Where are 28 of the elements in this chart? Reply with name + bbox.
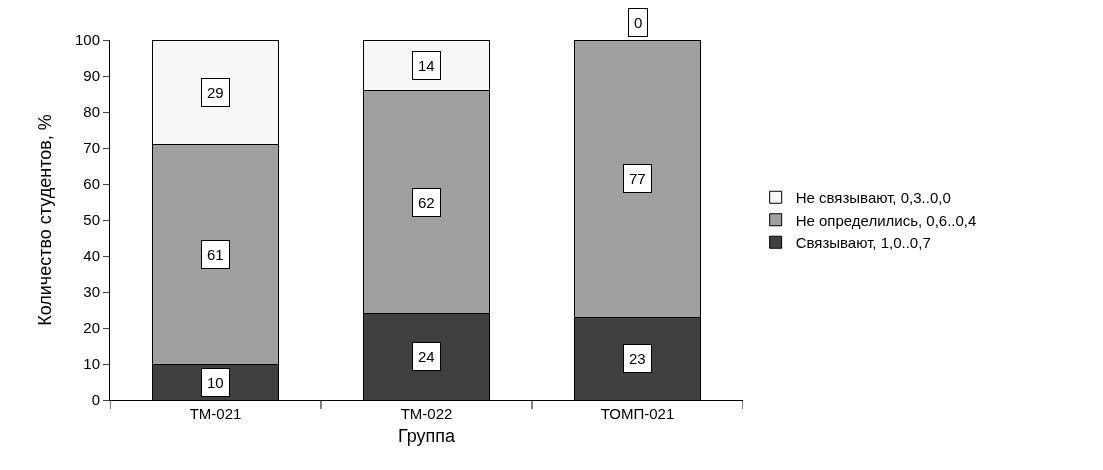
legend-label: Связывают, 1,0..0,7	[795, 234, 931, 252]
data-label: 0	[634, 14, 643, 31]
data-label: 23	[629, 350, 646, 367]
y-tick-label: 100	[74, 31, 100, 49]
x-tick-label: ТМ-021	[189, 405, 242, 422]
data-label: 24	[418, 348, 435, 365]
y-tick-label: 0	[91, 391, 100, 409]
data-label: 14	[418, 57, 435, 74]
y-axis-title: Количество студентов, %	[35, 114, 56, 326]
y-tick-label: 60	[83, 175, 100, 193]
y-tick-label: 50	[83, 211, 100, 229]
data-label: 29	[207, 84, 224, 101]
legend-label: Не определились, 0,6..0,4	[795, 211, 977, 229]
y-tick-label: 20	[83, 319, 100, 337]
data-label: 10	[207, 374, 224, 391]
y-tick-label: 10	[83, 355, 100, 373]
x-tick-label: ТОМП-021	[600, 405, 675, 422]
data-label: 61	[207, 246, 224, 263]
x-tick-label: ТМ-022	[400, 405, 453, 422]
data-label: 62	[418, 194, 435, 211]
legend-label: Не связывают, 0,3..0,0	[795, 189, 951, 207]
y-tick-label: 40	[83, 247, 100, 265]
x-axis-title: Группа	[397, 426, 457, 447]
y-tick-label: 70	[83, 139, 100, 157]
y-tick-label: 80	[83, 103, 100, 121]
y-tick-label: 30	[83, 283, 100, 301]
y-tick-label: 90	[83, 67, 100, 85]
data-label: 77	[629, 170, 646, 187]
